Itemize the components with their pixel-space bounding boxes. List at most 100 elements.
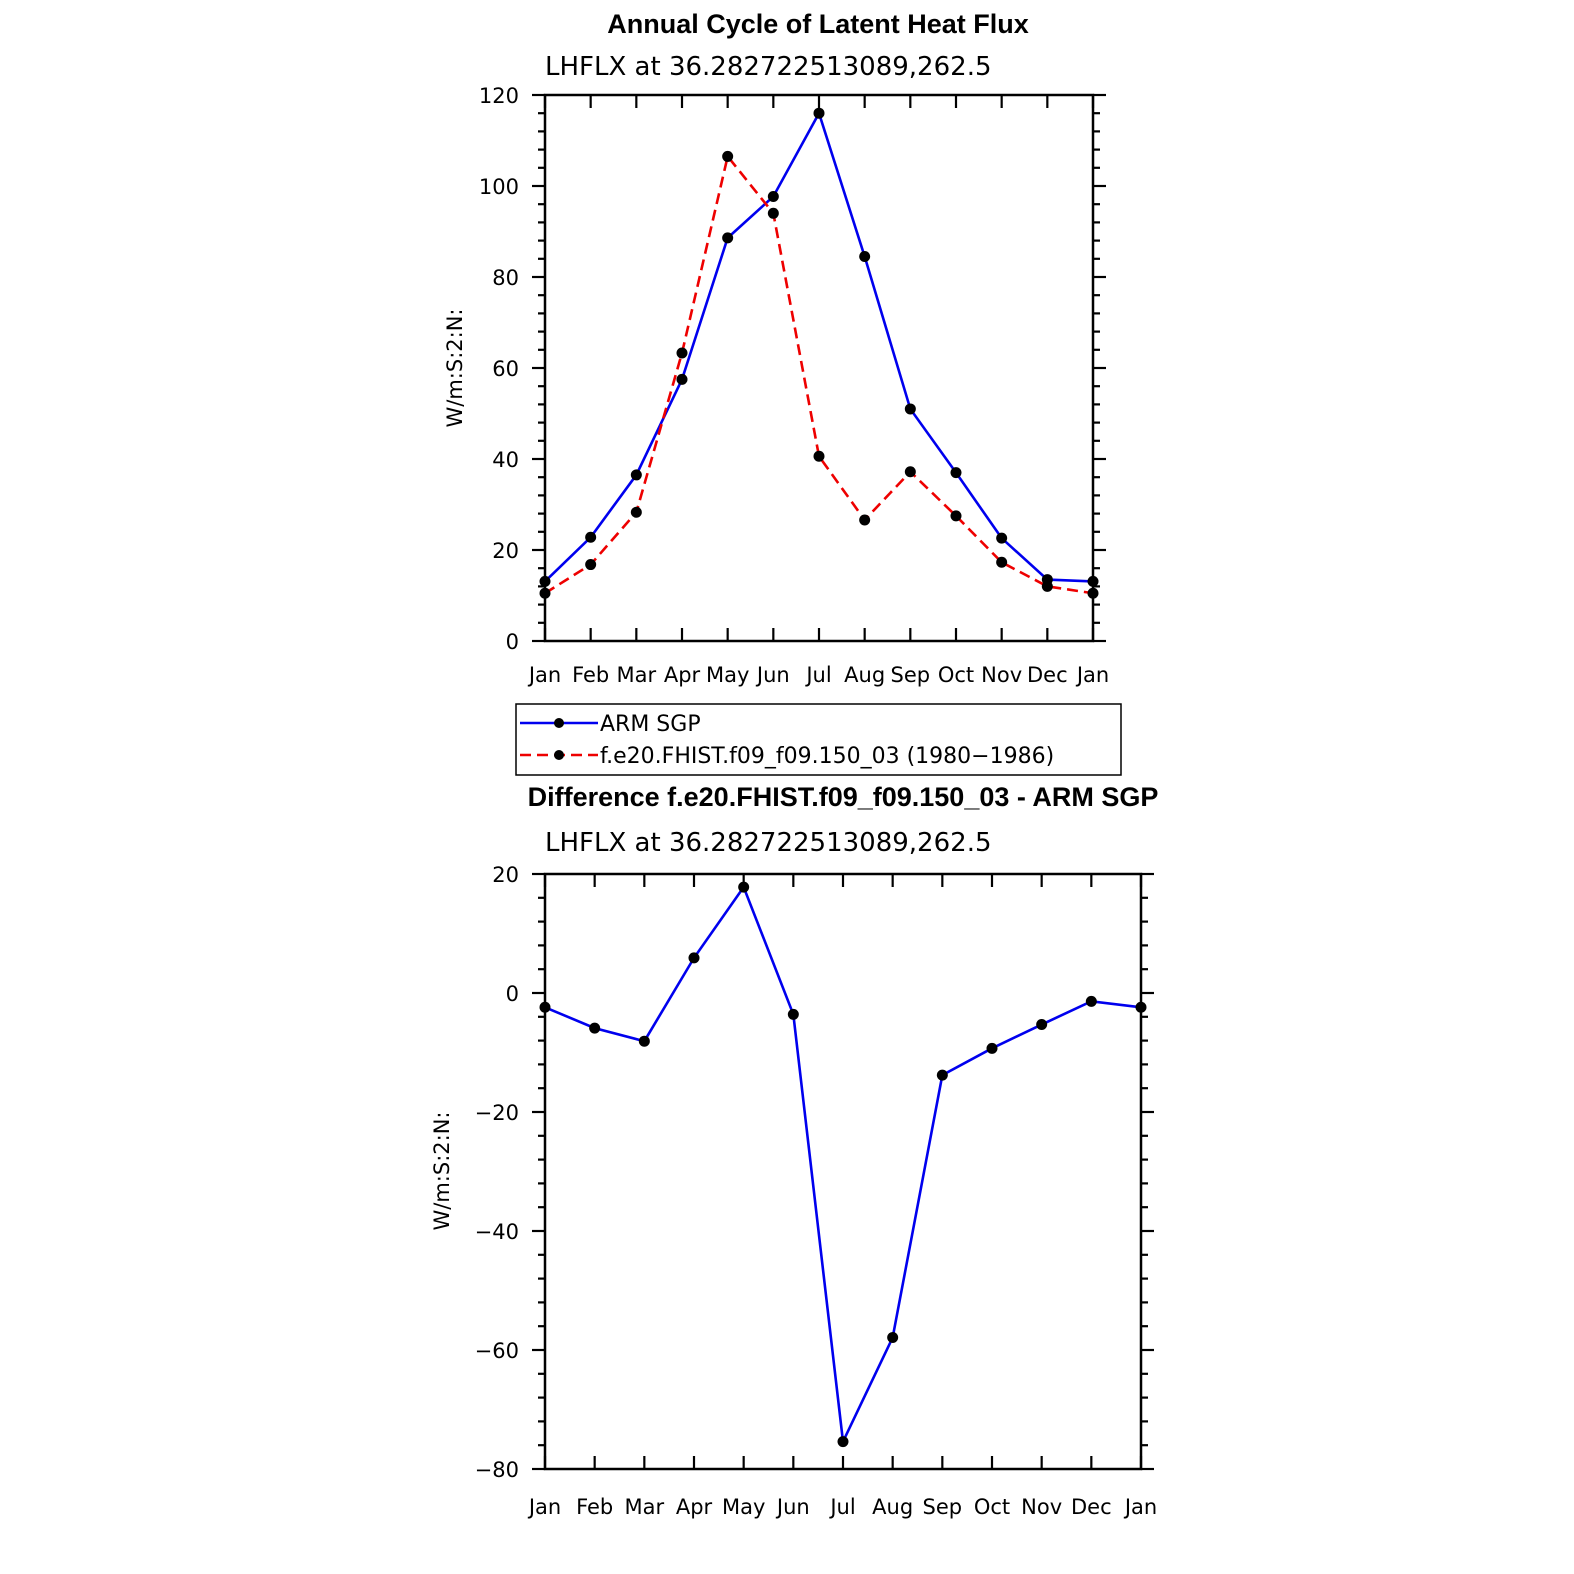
x-tick-label: Sep (891, 663, 931, 687)
series-0-point (688, 952, 700, 964)
series-0-point (722, 232, 734, 244)
series-0-point (676, 373, 688, 385)
series-1-point (996, 556, 1008, 568)
chart2-ylabel: W/m:S:2:N: (430, 1112, 454, 1231)
series-0-point (1087, 575, 1099, 587)
series-1-point (630, 506, 642, 518)
x-tick-label: Nov (1021, 1495, 1062, 1519)
series-0-point (630, 469, 642, 481)
x-tick-label: Jul (828, 1495, 855, 1519)
series-0-point (950, 467, 962, 479)
x-tick-label: Mar (617, 663, 657, 687)
y-tick-label: −60 (475, 1339, 519, 1363)
y-tick-label: −20 (475, 1101, 519, 1125)
y-tick-label: 20 (492, 863, 519, 887)
y-tick-label: −40 (475, 1220, 519, 1244)
series-1-point (539, 587, 551, 599)
series-line-1 (544, 153, 1094, 595)
y-tick-label: −80 (475, 1458, 519, 1482)
series-0-point (1135, 1001, 1147, 1013)
series-1-point (1041, 580, 1053, 592)
series-0-point (787, 1008, 799, 1020)
series-line-0 (544, 109, 1094, 583)
chart2-plot-frame (543, 872, 1143, 1471)
series-0-point (589, 1022, 601, 1034)
y-tick-label: 0 (506, 982, 519, 1006)
y-tick-label: 40 (492, 448, 519, 472)
x-tick-label: Oct (974, 1495, 1010, 1519)
series-line-0 (544, 884, 1142, 1447)
x-tick-label: Feb (572, 663, 609, 687)
chart1-subtitle: LHFLX at 36.282722513089,262.5 (545, 52, 992, 82)
chart1-x-tick-labels: Jan Feb Mar Apr May Jun Jul Aug Sep Oct Nov Dec Jan (527, 663, 1109, 687)
x-tick-label: Oct (938, 663, 974, 687)
x-tick-label: Apr (664, 663, 701, 687)
difference-chart: Difference f.e20.FHIST.f09_f09.150_03 - … (430, 782, 1158, 1519)
series-0-point (813, 107, 825, 119)
series-1-point (859, 514, 871, 526)
series-0-point (936, 1069, 948, 1081)
x-tick-label: Jan (1075, 663, 1109, 687)
x-tick-label: Nov (981, 663, 1022, 687)
series-0-point (986, 1042, 998, 1054)
series-1-point (767, 207, 779, 219)
series-1-point (904, 466, 916, 478)
series-0-point (1036, 1019, 1048, 1031)
series-0-point (904, 403, 916, 415)
chart1-y-tick-labels: 0 20 40 60 80 100 120 (479, 84, 519, 654)
x-tick-label: Sep (923, 1495, 963, 1519)
x-tick-label: Mar (625, 1495, 665, 1519)
chart1-ylabel: W/m:S:2:N: (443, 309, 467, 428)
x-tick-label: Dec (1027, 663, 1068, 687)
chart1-title: Annual Cycle of Latent Heat Flux (607, 9, 1029, 39)
legend-label-model: f.e20.FHIST.f09_f09.150_03 (1980−1986) (600, 744, 1054, 769)
y-tick-label: 60 (492, 357, 519, 381)
chart2-y-tick-labels: −80 −60 −40 −20 0 20 (475, 863, 519, 1482)
y-tick-label: 120 (479, 84, 519, 108)
x-tick-label: Jul (804, 663, 831, 687)
x-tick-label: Jun (755, 663, 790, 687)
series-0-point (539, 575, 551, 587)
series-1-point (722, 150, 734, 162)
series-0-point (837, 1436, 849, 1448)
y-tick-label: 0 (506, 630, 519, 654)
series-0-point (539, 1001, 551, 1013)
x-tick-label: May (722, 1495, 765, 1519)
chart2-ticks (532, 872, 1154, 1471)
chart1-ticks (532, 93, 1106, 643)
series-0-point (887, 1332, 899, 1344)
chart2-x-tick-labels: Jan Feb Mar Apr May Jun Jul Aug Sep Oct Nov Dec Jan (527, 1495, 1157, 1519)
x-tick-label: Aug (872, 1495, 913, 1519)
series-1-point (950, 510, 962, 522)
series-0-point (767, 190, 779, 202)
chart1-series (539, 107, 1099, 599)
chart1-legend: ARM SGP f.e20.FHIST.f09_f09.150_03 (1980… (515, 703, 1122, 776)
series-0-point (1085, 995, 1097, 1007)
legend-marker-arm-sgp (554, 718, 564, 728)
x-tick-label: Jun (775, 1495, 810, 1519)
y-tick-label: 80 (492, 266, 519, 290)
chart2-subtitle: LHFLX at 36.282722513089,262.5 (545, 828, 992, 858)
chart2-title: Difference f.e20.FHIST.f09_f09.150_03 - … (528, 782, 1159, 812)
series-0-point (996, 532, 1008, 544)
annual-cycle-chart: Annual Cycle of Latent Heat Flux LHFLX a… (443, 9, 1122, 776)
x-tick-label: Aug (844, 663, 885, 687)
x-tick-label: Feb (576, 1495, 613, 1519)
series-1-point (676, 347, 688, 359)
chart1-plot-frame (543, 93, 1095, 643)
legend-label-arm-sgp: ARM SGP (600, 712, 701, 737)
y-tick-label: 100 (479, 175, 519, 199)
x-tick-label: May (706, 663, 749, 687)
y-tick-label: 20 (492, 539, 519, 563)
x-tick-label: Jan (1123, 1495, 1157, 1519)
x-tick-label: Apr (676, 1495, 713, 1519)
series-0-point (638, 1035, 650, 1047)
x-tick-label: Jan (527, 1495, 561, 1519)
series-0-point (585, 531, 597, 543)
series-0-point (738, 881, 750, 893)
legend-box (515, 703, 1122, 776)
x-tick-label: Jan (527, 663, 561, 687)
legend-marker-model (554, 750, 564, 760)
series-1-point (585, 559, 597, 571)
